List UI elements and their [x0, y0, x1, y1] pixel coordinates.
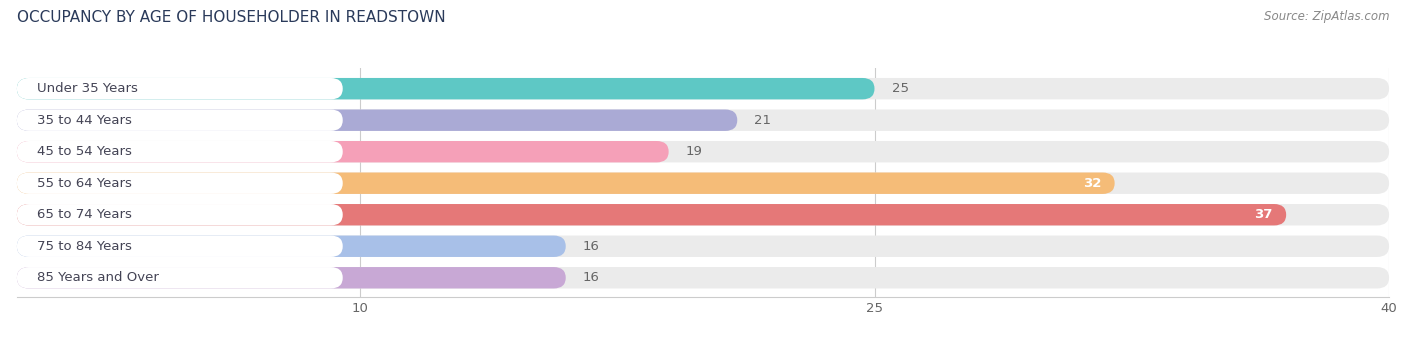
Text: 75 to 84 Years: 75 to 84 Years: [38, 240, 132, 253]
Text: 21: 21: [755, 114, 772, 127]
Text: 25: 25: [891, 82, 908, 95]
FancyBboxPatch shape: [17, 78, 343, 99]
FancyBboxPatch shape: [17, 173, 1389, 194]
FancyBboxPatch shape: [17, 204, 1286, 225]
FancyBboxPatch shape: [17, 204, 1389, 225]
Text: Source: ZipAtlas.com: Source: ZipAtlas.com: [1264, 10, 1389, 23]
Text: 35 to 44 Years: 35 to 44 Years: [38, 114, 132, 127]
Text: 45 to 54 Years: 45 to 54 Years: [38, 145, 132, 158]
FancyBboxPatch shape: [17, 267, 343, 288]
Text: 16: 16: [583, 240, 600, 253]
FancyBboxPatch shape: [17, 109, 1389, 131]
FancyBboxPatch shape: [17, 78, 875, 99]
FancyBboxPatch shape: [17, 173, 1115, 194]
Text: 32: 32: [1083, 177, 1101, 190]
FancyBboxPatch shape: [17, 141, 669, 162]
FancyBboxPatch shape: [17, 173, 343, 194]
Text: 37: 37: [1254, 208, 1272, 221]
FancyBboxPatch shape: [17, 141, 1389, 162]
Text: 55 to 64 Years: 55 to 64 Years: [38, 177, 132, 190]
Text: Under 35 Years: Under 35 Years: [38, 82, 138, 95]
Text: 19: 19: [686, 145, 703, 158]
Text: 16: 16: [583, 271, 600, 284]
FancyBboxPatch shape: [17, 236, 343, 257]
FancyBboxPatch shape: [17, 236, 1389, 257]
FancyBboxPatch shape: [17, 267, 1389, 288]
FancyBboxPatch shape: [17, 236, 565, 257]
FancyBboxPatch shape: [17, 78, 1389, 99]
FancyBboxPatch shape: [17, 109, 343, 131]
FancyBboxPatch shape: [17, 141, 343, 162]
Text: 65 to 74 Years: 65 to 74 Years: [38, 208, 132, 221]
FancyBboxPatch shape: [17, 109, 737, 131]
FancyBboxPatch shape: [17, 267, 565, 288]
Text: 85 Years and Over: 85 Years and Over: [38, 271, 159, 284]
FancyBboxPatch shape: [17, 204, 343, 225]
Text: OCCUPANCY BY AGE OF HOUSEHOLDER IN READSTOWN: OCCUPANCY BY AGE OF HOUSEHOLDER IN READS…: [17, 10, 446, 25]
